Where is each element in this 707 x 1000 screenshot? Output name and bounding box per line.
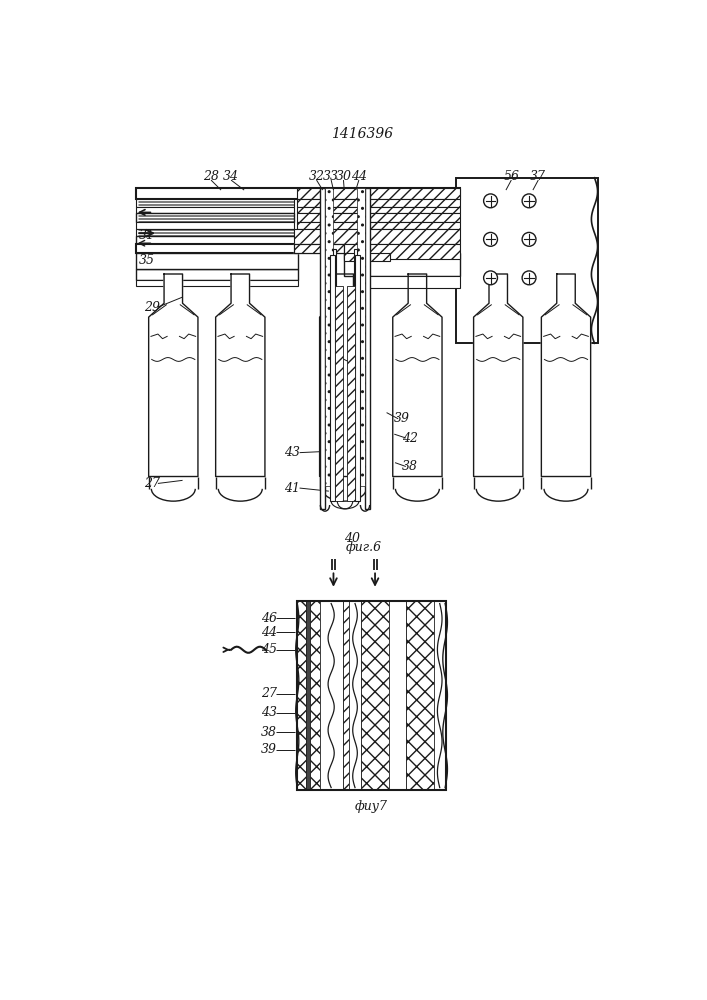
Polygon shape bbox=[474, 274, 523, 477]
Text: 46: 46 bbox=[261, 612, 276, 625]
Text: 31: 31 bbox=[139, 229, 154, 242]
Bar bbox=[333, 249, 336, 486]
Polygon shape bbox=[320, 274, 369, 477]
Bar bbox=[433, 601, 446, 790]
Bar bbox=[294, 229, 460, 244]
Bar bbox=[310, 601, 320, 790]
Bar bbox=[296, 199, 362, 207]
Bar bbox=[136, 236, 340, 244]
Bar bbox=[389, 601, 406, 790]
Bar bbox=[362, 207, 460, 213]
Bar bbox=[330, 255, 335, 501]
Bar bbox=[320, 188, 325, 509]
Text: 1416396: 1416396 bbox=[332, 127, 393, 141]
Bar bbox=[362, 276, 460, 288]
Circle shape bbox=[484, 232, 498, 246]
Bar bbox=[136, 207, 294, 213]
Bar bbox=[136, 229, 294, 236]
Text: фиу7: фиу7 bbox=[355, 800, 387, 813]
Polygon shape bbox=[542, 274, 590, 477]
Polygon shape bbox=[216, 274, 265, 477]
Bar bbox=[335, 286, 343, 501]
Text: 38: 38 bbox=[402, 460, 418, 473]
Bar bbox=[136, 244, 456, 253]
Text: 27: 27 bbox=[261, 687, 276, 700]
Circle shape bbox=[484, 194, 498, 208]
Text: 42: 42 bbox=[402, 432, 418, 445]
Text: 41: 41 bbox=[284, 482, 300, 495]
Bar bbox=[296, 207, 362, 213]
Text: 28: 28 bbox=[203, 170, 219, 183]
Bar bbox=[296, 213, 362, 222]
Bar bbox=[365, 188, 370, 509]
Bar bbox=[406, 601, 433, 790]
Text: 39: 39 bbox=[394, 412, 410, 425]
Bar bbox=[296, 601, 446, 790]
Circle shape bbox=[522, 194, 536, 208]
Text: 33: 33 bbox=[323, 170, 339, 183]
Bar bbox=[362, 222, 460, 229]
Bar bbox=[136, 269, 298, 280]
Polygon shape bbox=[294, 244, 344, 253]
Text: 43: 43 bbox=[284, 446, 300, 459]
Bar bbox=[355, 255, 360, 501]
Text: 35: 35 bbox=[139, 254, 154, 267]
Bar bbox=[296, 222, 362, 229]
Bar bbox=[136, 213, 294, 222]
Bar bbox=[343, 601, 349, 790]
Bar bbox=[320, 601, 343, 790]
Bar bbox=[362, 199, 460, 207]
Text: 45: 45 bbox=[261, 643, 276, 656]
Text: 38: 38 bbox=[261, 726, 276, 739]
Text: 32: 32 bbox=[308, 170, 325, 183]
Bar bbox=[354, 249, 357, 486]
Text: 30: 30 bbox=[336, 170, 351, 183]
Text: 43: 43 bbox=[261, 706, 276, 719]
Bar bbox=[362, 213, 460, 222]
Bar bbox=[349, 601, 361, 790]
Bar bbox=[325, 188, 333, 486]
Text: 44: 44 bbox=[351, 170, 367, 183]
Text: 29: 29 bbox=[144, 301, 160, 314]
Text: 44: 44 bbox=[261, 626, 276, 639]
Bar bbox=[305, 601, 310, 790]
Bar bbox=[344, 253, 460, 276]
Bar bbox=[136, 188, 460, 199]
Bar bbox=[344, 244, 460, 259]
Bar bbox=[296, 601, 305, 790]
Circle shape bbox=[484, 271, 498, 285]
Polygon shape bbox=[294, 244, 344, 253]
Text: 27: 27 bbox=[144, 477, 160, 490]
Bar bbox=[456, 178, 598, 343]
Bar bbox=[362, 188, 460, 199]
Text: 37: 37 bbox=[530, 170, 547, 183]
Text: фиг.6: фиг.6 bbox=[346, 541, 382, 554]
Text: 56: 56 bbox=[503, 170, 520, 183]
Bar bbox=[357, 188, 365, 486]
Bar bbox=[296, 188, 362, 199]
Bar bbox=[136, 199, 294, 207]
Bar bbox=[136, 280, 298, 286]
Bar bbox=[344, 253, 390, 261]
Text: 34: 34 bbox=[223, 170, 239, 183]
Polygon shape bbox=[148, 274, 198, 477]
Polygon shape bbox=[393, 274, 442, 477]
Text: 39: 39 bbox=[261, 743, 276, 756]
Text: 40: 40 bbox=[344, 532, 360, 545]
Bar bbox=[136, 253, 298, 269]
Circle shape bbox=[522, 232, 536, 246]
Circle shape bbox=[522, 271, 536, 285]
Bar bbox=[347, 286, 355, 501]
Bar bbox=[361, 601, 389, 790]
Bar bbox=[136, 222, 294, 229]
